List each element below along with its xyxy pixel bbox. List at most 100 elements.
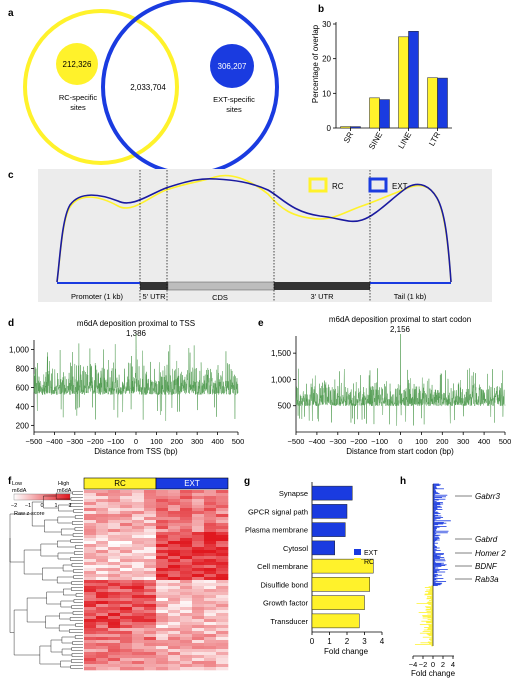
c-region-3utr: 3′ UTR — [310, 292, 334, 301]
f-heat-cell — [84, 610, 97, 614]
f-heat-cell — [168, 634, 181, 638]
f-heat-cell — [168, 517, 181, 521]
f-heat-cell — [120, 643, 133, 647]
f-heat-cell — [192, 574, 205, 578]
f-heat-cell — [168, 526, 181, 530]
f-heat-cell — [156, 538, 169, 542]
f-heat-cell — [108, 502, 121, 506]
f-heat-cell — [156, 559, 169, 563]
f-heat-cell — [180, 583, 193, 587]
f-heat-cell — [204, 496, 217, 500]
f-heat-cell — [216, 559, 229, 563]
f-heat-cell — [120, 511, 133, 515]
f-heat-cell — [192, 580, 205, 584]
c-5utr-block — [140, 282, 168, 290]
f-heat-cell — [108, 661, 121, 665]
g-category-label-1: GPCR signal path — [248, 507, 308, 516]
f-heat-cell — [180, 574, 193, 578]
trace-line-d — [33, 333, 239, 421]
overlap-count: 2,033,704 — [130, 83, 166, 92]
panel-f: f Low m6dA High m6dA −2 −1 0 1 2 Raw z-score… — [8, 476, 229, 671]
f-dendro-branch — [72, 521, 83, 525]
f-heat-cell — [132, 553, 145, 557]
f-heat-cell — [156, 568, 169, 572]
f-heat-cell — [192, 502, 205, 506]
f-heat-cell — [168, 571, 181, 575]
f-heat-cell — [120, 586, 133, 590]
f-heat-cell — [168, 538, 181, 542]
f-heat-cell — [168, 556, 181, 560]
f-heat-cell — [96, 502, 109, 506]
f-heat-cell — [96, 574, 109, 578]
f-heat-cell — [216, 607, 229, 611]
f-heat-cell — [108, 577, 121, 581]
f-heat-cell — [168, 607, 181, 611]
f-heat-cell — [216, 502, 229, 506]
f-heat-cell — [132, 658, 145, 662]
f-heat-cell — [108, 517, 121, 521]
f-heat-cell — [216, 496, 229, 500]
b-ytick-label-2: 20 — [322, 55, 331, 64]
f-dendro-branch — [71, 605, 83, 609]
f-dendro-branch — [71, 563, 83, 567]
f-heat-cell — [216, 583, 229, 587]
f-heat-cell — [96, 634, 109, 638]
f-heat-cell — [132, 529, 145, 533]
f-heat-cell — [144, 565, 157, 569]
f-heat-cell — [216, 592, 229, 596]
f-heat-cell — [204, 589, 217, 593]
f-heat-cell — [96, 493, 109, 497]
d-ytick-label-0: 200 — [16, 421, 30, 430]
f-dendro-branch — [73, 599, 83, 603]
f-heat-cell — [204, 529, 217, 533]
rc-label-line2: sites — [70, 103, 86, 112]
f-heat-cell — [96, 562, 109, 566]
f-heat-cell — [192, 526, 205, 530]
f-heat-cell — [156, 523, 169, 527]
e-xtick-label-6: 100 — [415, 437, 428, 446]
d-ytick-label-4: 1,000 — [9, 345, 30, 354]
f-scale-tick-1: −1 — [25, 503, 31, 509]
f-heat-cell — [216, 505, 229, 509]
f-heat-cell — [96, 499, 109, 503]
h-gene-labels: Gabrr3 Gabrd Homer 2 BDNF Rab3a — [455, 492, 506, 584]
f-heat-cell — [96, 655, 109, 659]
panel-e: e m6dA deposition proximal to start codo… — [258, 315, 511, 456]
panel-letter-b: b — [318, 4, 324, 15]
f-heat-cell — [180, 505, 193, 509]
f-heat-cell — [84, 667, 97, 671]
f-heat-cell — [204, 619, 217, 623]
f-heat-cell — [132, 589, 145, 593]
f-heat-cell — [96, 538, 109, 542]
f-heat-cell — [108, 544, 121, 548]
f-heat-cell — [168, 553, 181, 557]
f-heat-cell — [96, 490, 109, 494]
f-heat-cell — [192, 634, 205, 638]
b-bar-ext-2 — [408, 31, 419, 129]
f-dendro-branch — [57, 552, 75, 560]
f-heat-cell — [144, 643, 157, 647]
f-heat-cell — [192, 550, 205, 554]
f-heat-cell — [84, 550, 97, 554]
f-heat-cell — [192, 490, 205, 494]
f-heat-cell — [132, 550, 145, 554]
f-heat-cell — [156, 619, 169, 623]
f-heat-cell — [108, 523, 121, 527]
f-heat-cell — [120, 622, 133, 626]
f-heat-cell — [156, 631, 169, 635]
f-heat-cell — [204, 601, 217, 605]
f-heat-cell — [144, 511, 157, 515]
f-heat-cell — [216, 619, 229, 623]
f-heat-cell — [96, 544, 109, 548]
f-heat-cell — [156, 604, 169, 608]
f-heat-cell — [216, 622, 229, 626]
f-heat-cell — [192, 535, 205, 539]
f-dendro-branch — [44, 519, 62, 533]
f-heat-cell — [84, 535, 97, 539]
f-heat-cell — [108, 607, 121, 611]
f-dendro-branch — [71, 647, 83, 651]
f-heat-cell — [168, 661, 181, 665]
f-heat-cell — [120, 541, 133, 545]
f-heat-cell — [204, 622, 217, 626]
f-heat-cell — [84, 595, 97, 599]
